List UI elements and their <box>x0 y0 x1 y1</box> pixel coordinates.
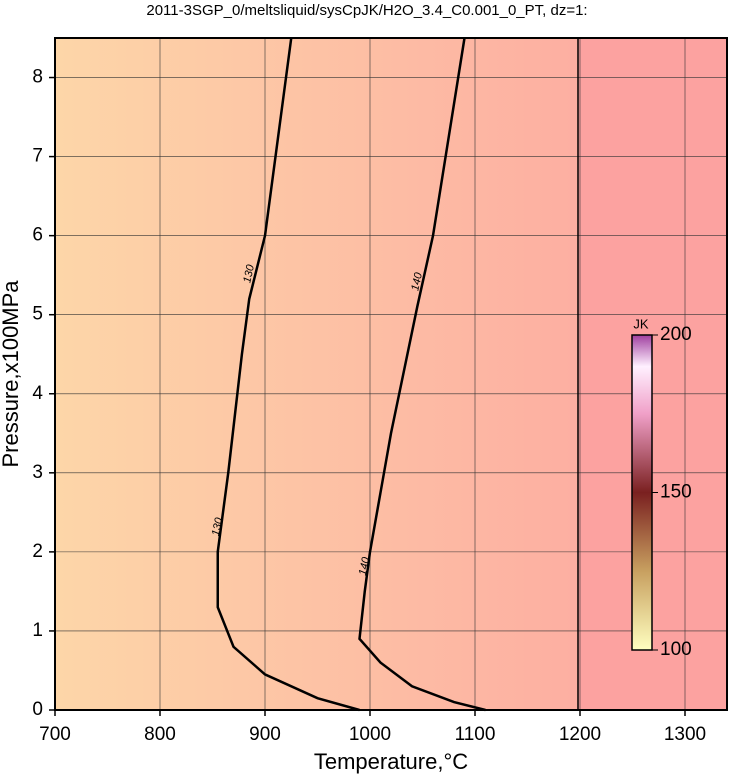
y-tick-label: 3 <box>32 462 43 483</box>
contour-line <box>216 37 360 712</box>
colorbar-label: JK <box>633 316 649 331</box>
contour-label: 140 <box>357 555 373 576</box>
contour-label: 130 <box>241 263 257 284</box>
y-axis-label: Pressure,x100MPa <box>0 280 23 468</box>
y-tick-label: 5 <box>32 304 43 325</box>
x-tick-label: 700 <box>39 724 71 745</box>
x-tick-label: 1100 <box>455 724 496 745</box>
x-tick-label: 1000 <box>349 724 391 745</box>
contour-label: 130 <box>210 516 226 537</box>
contours: 130 130 140 140 <box>210 37 486 712</box>
contour-line <box>358 37 486 712</box>
colorbar-tick-label: 150 <box>660 482 692 503</box>
y-tick-label: 1 <box>32 620 43 641</box>
x-tick-label: 800 <box>144 724 176 745</box>
x-tick-label: 1200 <box>559 724 601 745</box>
colorbar-tick-label: 100 <box>660 639 692 660</box>
y-tick-label: 7 <box>32 146 43 167</box>
colorbar <box>631 334 653 651</box>
y-tick-label: 6 <box>32 225 43 246</box>
y-tick-label: 0 <box>32 699 43 720</box>
x-tick-label: 1300 <box>664 724 706 745</box>
y-tick-label: 2 <box>32 541 43 562</box>
plot-frame <box>54 37 728 711</box>
chart-title: 2011-3SGP_0/meltsliquid/sysCpJK/H2O_3.4_… <box>146 2 587 19</box>
x-axis-label: Temperature,°C <box>314 749 468 774</box>
x-tick-label: 900 <box>249 724 281 745</box>
contour-label: 140 <box>409 271 425 292</box>
y-tick-label: 8 <box>32 67 43 88</box>
colorbar-tick-label: 200 <box>660 324 692 345</box>
y-tick-label: 4 <box>32 383 43 404</box>
